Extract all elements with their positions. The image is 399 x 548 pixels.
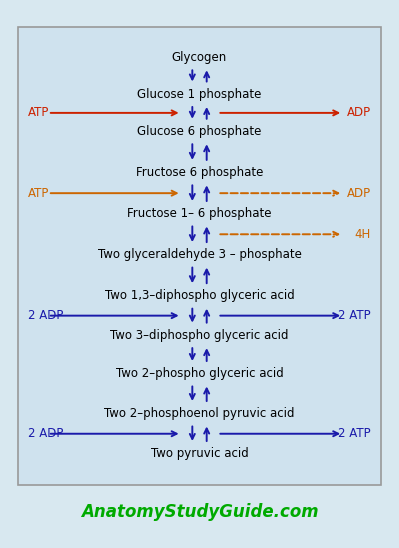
Text: Two pyruvic acid: Two pyruvic acid	[151, 447, 248, 460]
Text: Two 1,3–diphospho glyceric acid: Two 1,3–diphospho glyceric acid	[105, 289, 294, 302]
Text: Glycogen: Glycogen	[172, 51, 227, 64]
Text: Fructose 1– 6 phosphate: Fructose 1– 6 phosphate	[127, 207, 272, 220]
Text: Two glyceraldehyde 3 – phosphate: Two glyceraldehyde 3 – phosphate	[98, 248, 301, 261]
Text: Two 3–diphospho glyceric acid: Two 3–diphospho glyceric acid	[110, 329, 289, 342]
Text: 2 ATP: 2 ATP	[338, 427, 371, 440]
Text: ATP: ATP	[28, 187, 49, 199]
Text: 2 ADP: 2 ADP	[28, 309, 63, 322]
Text: ATP: ATP	[28, 106, 49, 119]
Text: 2 ATP: 2 ATP	[338, 309, 371, 322]
FancyBboxPatch shape	[18, 27, 381, 485]
Text: ADP: ADP	[347, 187, 371, 199]
Text: Glucose 1 phosphate: Glucose 1 phosphate	[137, 88, 262, 101]
Text: Glucose 6 phosphate: Glucose 6 phosphate	[137, 125, 262, 138]
Text: ADP: ADP	[347, 106, 371, 119]
Text: 2 ADP: 2 ADP	[28, 427, 63, 440]
Text: Fructose 6 phosphate: Fructose 6 phosphate	[136, 166, 263, 179]
Text: Two 2–phospho glyceric acid: Two 2–phospho glyceric acid	[116, 367, 283, 380]
Text: AnatomyStudyGuide.com: AnatomyStudyGuide.com	[81, 504, 318, 521]
Text: Two 2–phosphoenol pyruvic acid: Two 2–phosphoenol pyruvic acid	[104, 407, 295, 420]
Text: 4H: 4H	[355, 228, 371, 241]
